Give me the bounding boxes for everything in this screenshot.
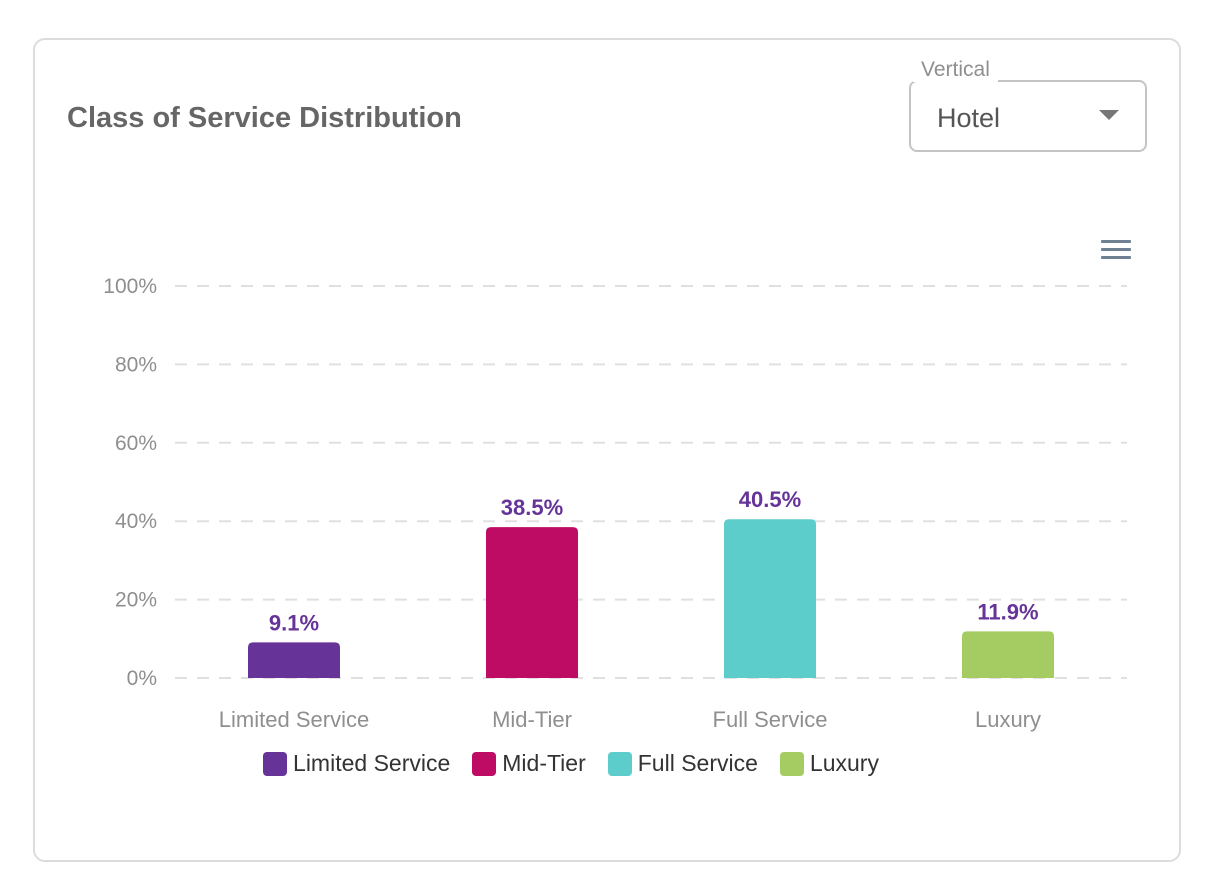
bar-mid-tier[interactable] bbox=[486, 527, 578, 678]
vertical-select-label: Vertical bbox=[913, 58, 998, 82]
legend-item-mid-tier[interactable]: Mid-Tier bbox=[472, 750, 586, 777]
legend-label: Full Service bbox=[637, 750, 758, 776]
chart-menu-button[interactable] bbox=[1097, 236, 1133, 266]
legend-item-limited-service[interactable]: Limited Service bbox=[263, 750, 450, 777]
y-tick-label: 40% bbox=[115, 510, 157, 533]
x-tick-label: Full Service bbox=[713, 707, 828, 732]
y-tick-label: 20% bbox=[115, 589, 157, 612]
legend-swatch bbox=[263, 751, 288, 776]
vertical-select-value: Hotel bbox=[937, 103, 1001, 133]
data-label: 9.1% bbox=[269, 610, 319, 635]
chart-card: Class of Service Distribution Vertical H… bbox=[33, 38, 1181, 862]
data-label: 40.5% bbox=[739, 487, 801, 512]
x-tick-label: Limited Service bbox=[219, 707, 369, 732]
legend-item-full-service[interactable]: Full Service bbox=[607, 750, 758, 777]
card-title: Class of Service Distribution bbox=[67, 102, 462, 134]
bar-chart: 0% 20% 40% 60% 80% 100% 9.1% 38.5% 40.5% 11.9% L… bbox=[103, 275, 1127, 732]
y-axis-ticks: 0% 20% 40% 60% 80% 100% bbox=[103, 275, 157, 690]
x-tick-label: Mid-Tier bbox=[492, 707, 572, 732]
x-axis-ticks: Limited Service Mid-Tier Full Service Luxur… bbox=[219, 707, 1041, 732]
data-labels: 9.1% 38.5% 40.5% 11.9% bbox=[269, 487, 1039, 635]
bars bbox=[248, 519, 1054, 678]
y-tick-label: 60% bbox=[115, 432, 157, 455]
bar-full-service[interactable] bbox=[724, 519, 816, 678]
legend-swatch bbox=[779, 751, 804, 776]
data-label: 38.5% bbox=[501, 495, 563, 520]
y-tick-label: 0% bbox=[127, 667, 157, 690]
caret-down-icon bbox=[1099, 110, 1119, 120]
bar-luxury[interactable] bbox=[962, 631, 1054, 678]
y-tick-label: 100% bbox=[103, 275, 157, 298]
data-label: 11.9% bbox=[977, 599, 1038, 624]
legend-label: Limited Service bbox=[293, 750, 451, 776]
vertical-select[interactable]: Vertical Hotel bbox=[909, 58, 1147, 152]
legend-label: Mid-Tier bbox=[502, 750, 586, 776]
hamburger-menu-icon bbox=[1101, 240, 1131, 243]
legend-label: Luxury bbox=[809, 750, 879, 776]
x-tick-label: Luxury bbox=[975, 707, 1041, 732]
chart-legend: Limited Service Mid-Tier Full Service Luxur… bbox=[0, 750, 1143, 777]
legend-swatch bbox=[607, 751, 632, 776]
y-tick-label: 80% bbox=[115, 353, 157, 376]
legend-item-luxury[interactable]: Luxury bbox=[779, 750, 879, 777]
legend-swatch bbox=[472, 751, 497, 776]
bar-limited-service[interactable] bbox=[248, 642, 340, 678]
